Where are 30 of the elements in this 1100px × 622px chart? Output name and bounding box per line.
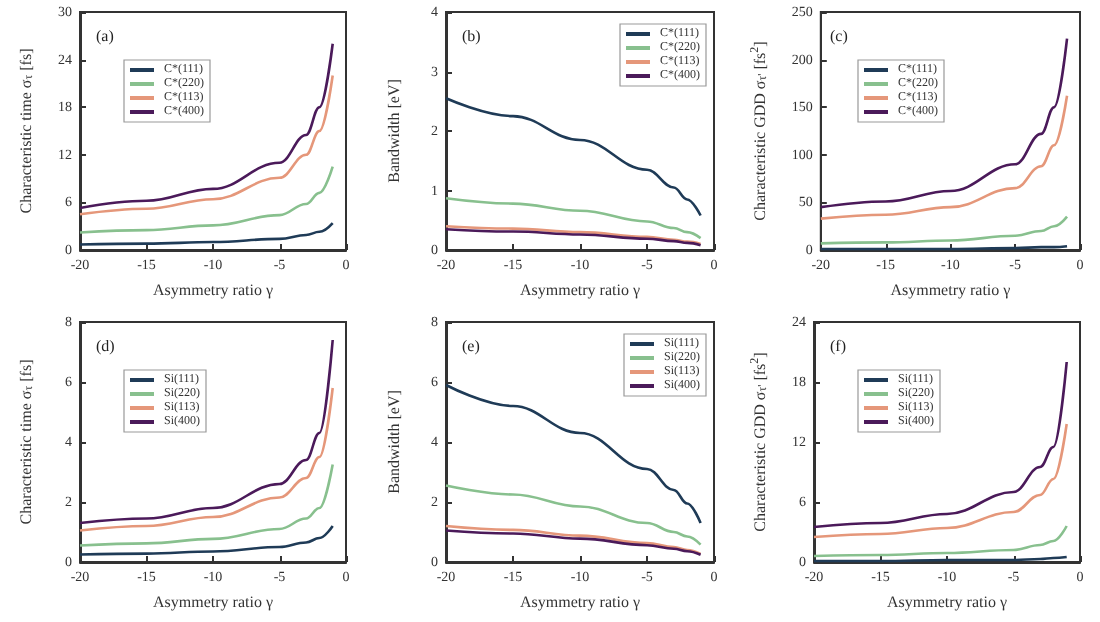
annotation: (a) <box>96 27 115 45</box>
annotation: (e) <box>462 337 481 355</box>
x-axis-title: Asymmetry ratio γ <box>520 281 641 299</box>
line-series <box>812 360 1068 529</box>
line-series <box>444 484 702 546</box>
line-series <box>78 165 334 234</box>
annotation: (c) <box>830 27 849 45</box>
x-axis-title: Asymmetry ratio γ <box>890 281 1012 299</box>
y-axis-title: Bandwidth [eV] <box>385 389 403 494</box>
line-series <box>78 42 334 210</box>
line-series <box>78 221 334 246</box>
annotation: (f) <box>830 337 847 355</box>
line-series <box>78 74 334 216</box>
line-series <box>444 96 702 217</box>
x-axis-title: Asymmetry ratio γ <box>153 593 274 611</box>
y-axis-title: Bandwidth [eV] <box>385 78 403 183</box>
line-series <box>819 94 1069 220</box>
line-series <box>78 463 334 547</box>
annotation: (d) <box>96 337 116 355</box>
annotation: (b) <box>462 27 482 45</box>
line-series <box>78 338 334 525</box>
line-series <box>78 524 334 556</box>
line-series <box>444 196 702 240</box>
x-axis-title: Asymmetry ratio γ <box>887 593 1008 611</box>
line-series <box>819 215 1069 245</box>
x-axis-title: Asymmetry ratio γ <box>153 281 274 299</box>
line-series <box>444 383 702 525</box>
line-series <box>78 386 334 532</box>
x-axis-title: Asymmetry ratio γ <box>520 593 641 611</box>
line-series <box>812 524 1068 558</box>
